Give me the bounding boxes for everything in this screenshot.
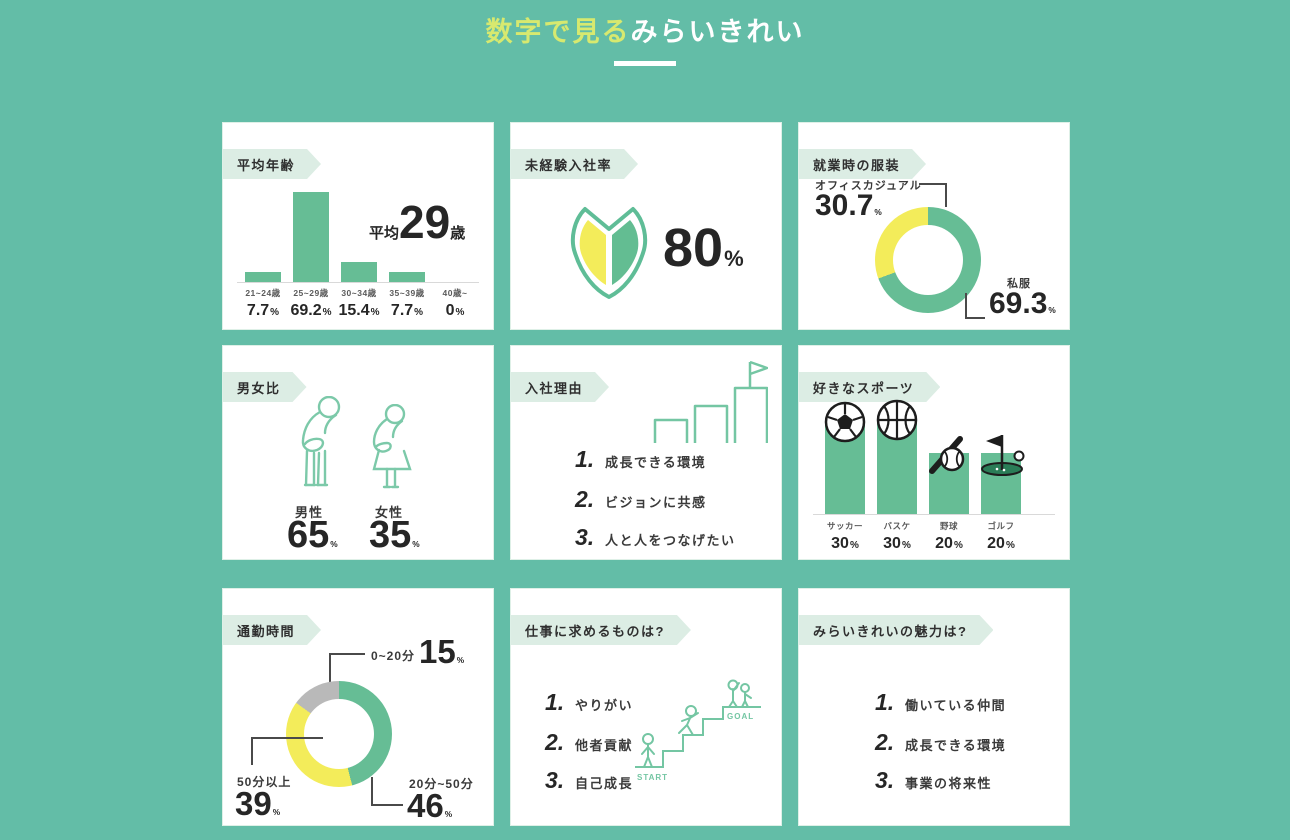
start-label: START bbox=[637, 773, 668, 782]
list-item: 1. 働いている仲間 bbox=[875, 689, 1007, 715]
bar-fill bbox=[389, 272, 425, 282]
attire-segment-value: 69.3% bbox=[989, 287, 1056, 320]
card-header-badge: 平均年齢 bbox=[223, 149, 321, 179]
attire-donut-chart bbox=[875, 207, 981, 313]
title-underline bbox=[614, 61, 676, 66]
card-inexperienced-rate: 未経験入社率 80% bbox=[510, 122, 782, 330]
bar-label: 21~24歳 7.7% bbox=[245, 288, 281, 319]
male-label: 男性 bbox=[295, 505, 324, 520]
list-item: 2. 成長できる環境 bbox=[875, 729, 1007, 755]
commute-segment-label: 0~20分 bbox=[371, 649, 416, 663]
bar-label: サッカー 30% bbox=[826, 521, 863, 552]
baseball-icon bbox=[929, 436, 965, 474]
bar-30-34 bbox=[335, 262, 383, 282]
podium-flag-icon bbox=[653, 360, 768, 443]
golf-flag-icon bbox=[981, 435, 1025, 476]
leader-line bbox=[251, 737, 323, 765]
commute-segment-value: 39% bbox=[235, 785, 281, 822]
attire-segment-value: 30.7% bbox=[815, 189, 882, 222]
list-item: 1. 成長できる環境 bbox=[575, 446, 707, 472]
leader-line bbox=[329, 653, 365, 686]
card-average-age: 平均年齢 平均 29 歳 21~24歳 7.7% 25~29歳 69.2% 30~34歳… bbox=[222, 122, 494, 330]
commute-donut-chart bbox=[286, 681, 392, 787]
bar-label: 35~39歳 7.7% bbox=[389, 288, 425, 319]
bar-label: 野球 20% bbox=[935, 521, 963, 552]
basketball-icon bbox=[876, 399, 918, 441]
card-header-badge: 通勤時間 bbox=[223, 615, 321, 645]
card-commute-time: 通勤時間 0~20分 15% 50分以上 39% 20分~50分 46% bbox=[222, 588, 494, 826]
sports-bar-labels: サッカー 30% バスケ 30% 野球 20% ゴルフ 20% bbox=[819, 520, 1027, 553]
age-bar-chart bbox=[239, 190, 479, 282]
stats-grid: 平均年齢 平均 29 歳 21~24歳 7.7% 25~29歳 69.2% 30~34歳… bbox=[222, 122, 1070, 826]
list-item: 1. やりがい bbox=[545, 689, 634, 715]
card-header-badge: 未経験入社率 bbox=[511, 149, 638, 179]
list-item: 3. 人と人をつなげたい bbox=[575, 524, 736, 550]
stairs-to-goal-icon: START GOAL bbox=[635, 679, 761, 782]
card-header-badge: 仕事に求めるものは? bbox=[511, 615, 691, 645]
card-header-badge: 就業時の服装 bbox=[799, 149, 926, 179]
bar-fill bbox=[293, 192, 329, 282]
goal-label: GOAL bbox=[727, 712, 754, 721]
card-company-appeal: みらいきれいの魅力は? 1. 働いている仲間 2. 成長できる環境 3. 事業の将来性 bbox=[798, 588, 1070, 826]
bar-fill bbox=[341, 262, 377, 282]
bar-35-39 bbox=[383, 272, 431, 282]
card-join-reasons: 入社理由 1. 成長できる環境 2. ビジョンに共感 3. 人と人をつなげたい bbox=[510, 345, 782, 560]
x-axis bbox=[813, 514, 1055, 515]
attire-segment-label: オフィスカジュアル bbox=[815, 180, 922, 192]
card-header-badge: 入社理由 bbox=[511, 372, 609, 402]
bar-fill bbox=[245, 272, 281, 282]
commute-segment-value: 46% bbox=[407, 787, 453, 824]
list-item: 3. 自己成長 bbox=[545, 767, 634, 793]
page-title-highlight: 数字で見る bbox=[485, 17, 631, 47]
bowing-woman-icon bbox=[372, 404, 412, 489]
commute-segment-value: 15% bbox=[419, 633, 465, 670]
female-label: 女性 bbox=[375, 505, 404, 520]
bar-label: 40歳~ 0% bbox=[442, 288, 468, 319]
list-item: 2. 他者貢献 bbox=[545, 729, 634, 755]
list-item: 2. ビジョンに共感 bbox=[575, 486, 707, 512]
bar-label: バスケ 30% bbox=[883, 521, 911, 552]
bar-25-29 bbox=[287, 192, 335, 282]
commute-segment-label: 20分~50分 bbox=[409, 777, 474, 791]
female-value: 35% bbox=[369, 514, 420, 556]
bowing-man-icon bbox=[301, 396, 341, 487]
page-title: 数字で見るみらいきれい bbox=[0, 10, 1290, 49]
bar-label: 25~29歳 69.2% bbox=[290, 288, 332, 319]
page-title-rest: みらいきれい bbox=[630, 17, 805, 47]
bar-label: 30~34歳 15.4% bbox=[338, 288, 380, 319]
soccer-ball-icon bbox=[824, 401, 866, 443]
leader-line bbox=[371, 777, 403, 806]
list-item: 3. 事業の将来性 bbox=[875, 767, 993, 793]
card-work-wants: 仕事に求めるものは? 1. やりがい 2. 他者貢献 3. 自己成長 bbox=[510, 588, 782, 826]
card-work-attire: 就業時の服装 オフィスカジュアル 30.7% 私服 69.3% bbox=[798, 122, 1070, 330]
leader-line bbox=[919, 183, 947, 207]
age-bar-labels: 21~24歳 7.7% 25~29歳 69.2% 30~34歳 15.4% 35~39… bbox=[239, 287, 479, 320]
x-axis bbox=[237, 282, 479, 283]
card-header-badge: 男女比 bbox=[223, 372, 307, 402]
commute-segment-label: 50分以上 bbox=[237, 775, 292, 789]
card-gender-ratio: 男女比 男性 65% 女性 35% bbox=[222, 345, 494, 560]
attire-segment-label: 私服 bbox=[1007, 278, 1031, 290]
card-favorite-sports: 好きなスポーツ bbox=[798, 345, 1070, 560]
card-header-badge: みらいきれいの魅力は? bbox=[799, 615, 993, 645]
leader-line bbox=[965, 293, 985, 319]
average-age-value: 平均 29 歳 bbox=[369, 196, 466, 248]
bar-label: ゴルフ 20% bbox=[987, 521, 1015, 552]
inexperienced-rate-value: 80% bbox=[663, 218, 744, 278]
card-header-badge: 好きなスポーツ bbox=[799, 372, 940, 402]
bar-21-24 bbox=[239, 272, 287, 282]
beginner-wakaba-mark-icon bbox=[570, 207, 648, 299]
male-value: 65% bbox=[287, 514, 338, 556]
